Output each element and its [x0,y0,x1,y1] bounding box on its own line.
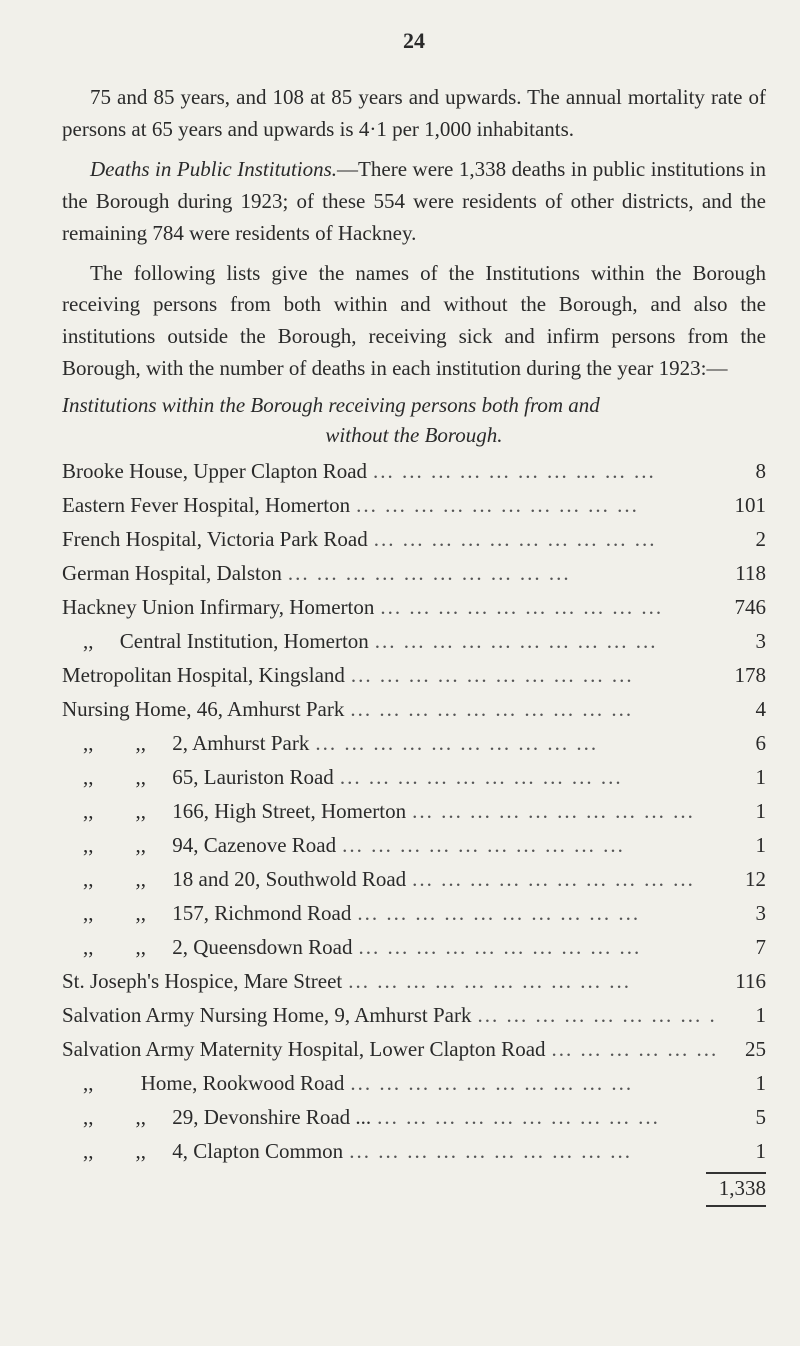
row-dots: ... ... ... ... ... ... ... ... ... ... [334,760,716,794]
row-dots: ... ... ... ... ... ... ... ... ... ... [371,1100,716,1134]
list-row: Salvation Army Nursing Home, 9, Amhurst … [62,998,766,1032]
list-row: Brooke House, Upper Clapton Road... ... … [62,454,766,488]
list-row: ,, ,, 2, Amhurst Park... ... ... ... ...… [62,726,766,760]
row-value: 1 [716,760,766,794]
row-dots: ... ... ... ... ... ... ... ... ... ... [374,590,716,624]
row-label: ,, Home, Rookwood Road [62,1066,344,1100]
row-dots: ... ... ... ... ... ... ... ... ... ... [351,896,716,930]
total-rule-bottom [706,1205,766,1207]
list-row: ,, ,, 157, Richmond Road... ... ... ... … [62,896,766,930]
row-label: Metropolitan Hospital, Kingsland [62,658,345,692]
institution-list: Brooke House, Upper Clapton Road... ... … [62,454,766,1168]
list-row: St. Joseph's Hospice, Mare Street... ...… [62,964,766,998]
row-dots: ... ... ... ... ... ... ... ... ... ... [344,692,716,726]
total-value: 1,338 [706,1176,766,1201]
row-label: ,, ,, 4, Clapton Common [62,1134,343,1168]
page-number: 24 [62,28,766,54]
list-row: Eastern Fever Hospital, Homerton... ... … [62,488,766,522]
row-value: 746 [716,590,766,624]
row-dots: ... ... ... ... ... ... ... ... ... ... [343,1134,716,1168]
list-row: ,, Home, Rookwood Road... ... ... ... ..… [62,1066,766,1100]
list-row: Salvation Army Maternity Hospital, Lower… [62,1032,766,1066]
row-value: 118 [716,556,766,590]
row-value: 4 [716,692,766,726]
row-dots: ... ... ... ... ... ... ... ... ... ... [406,794,716,828]
total-row: 1,338 [62,1176,766,1201]
list-row: Metropolitan Hospital, Kingsland... ... … [62,658,766,692]
row-dots: ... ... ... ... ... ... ... ... ... ... [350,488,716,522]
row-dots: ... ... ... ... ... ... ... ... ... ... [546,1032,716,1066]
row-value: 1 [716,828,766,862]
row-label: ,, ,, 2, Queensdown Road [62,930,352,964]
row-dots: ... ... ... ... ... ... ... ... ... ... [344,1066,716,1100]
row-label: Eastern Fever Hospital, Homerton [62,488,350,522]
row-value: 1 [716,998,766,1032]
row-label: ,, ,, 18 and 20, Southwold Road [62,862,406,896]
row-label: ,, Central Institution, Homerton [62,624,369,658]
row-label: ,, ,, 2, Amhurst Park [62,726,309,760]
row-dots: ... ... ... ... ... ... ... ... ... ... [309,726,716,760]
row-value: 178 [716,658,766,692]
list-row: Nursing Home, 46, Amhurst Park... ... ..… [62,692,766,726]
list-row: ,, ,, 2, Queensdown Road... ... ... ... … [62,930,766,964]
paragraph-2: Deaths in Public Institutions.—There wer… [62,154,766,250]
row-dots: ... ... ... ... ... ... ... ... ... ... [352,930,716,964]
row-value: 2 [716,522,766,556]
row-value: 1 [716,1066,766,1100]
row-value: 12 [716,862,766,896]
row-label: ,, ,, 29, Devonshire Road ... [62,1100,371,1134]
row-dots: ... ... ... ... ... ... ... ... ... ... [345,658,716,692]
list-row: French Hospital, Victoria Park Road... .… [62,522,766,556]
row-value: 3 [716,624,766,658]
list-row: ,, Central Institution, Homerton... ... … [62,624,766,658]
list-row: Hackney Union Infirmary, Homerton... ...… [62,590,766,624]
paragraph-1: 75 and 85 years, and 108 at 85 years and… [62,82,766,146]
row-label: ,, ,, 65, Lauriston Road [62,760,334,794]
row-value: 25 [716,1032,766,1066]
row-dots: ... ... ... ... ... ... ... ... ... ... [369,624,716,658]
row-label: Salvation Army Nursing Home, 9, Amhurst … [62,998,471,1032]
row-label: Brooke House, Upper Clapton Road [62,454,367,488]
row-dots: ... ... ... ... ... ... ... ... ... ... [368,522,716,556]
row-dots: ... ... ... ... ... ... ... ... ... ... [342,964,716,998]
list-row: ,, ,, 29, Devonshire Road ...... ... ...… [62,1100,766,1134]
row-label: ,, ,, 166, High Street, Homerton [62,794,406,828]
paragraph-3: The following lists give the names of th… [62,258,766,386]
list-row: German Hospital, Dalston... ... ... ... … [62,556,766,590]
row-value: 1 [716,1134,766,1168]
row-dots: ... ... ... ... ... ... ... ... ... ... [282,556,716,590]
list-row: ,, ,, 65, Lauriston Road... ... ... ... … [62,760,766,794]
row-dots: ... ... ... ... ... ... ... ... ... ... [336,828,716,862]
row-dots: ... ... ... ... ... ... ... ... ... ... [367,454,716,488]
subtitle-line-2: without the Borough. [62,423,766,448]
row-value: 116 [716,964,766,998]
row-value: 5 [716,1100,766,1134]
list-row: ,, ,, 4, Clapton Common... ... ... ... .… [62,1134,766,1168]
page-container: 24 75 and 85 years, and 108 at 85 years … [0,0,800,1346]
subtitle-line-1: Institutions within the Borough receivin… [62,393,766,418]
row-label: Hackney Union Infirmary, Homerton [62,590,374,624]
list-row: ,, ,, 18 and 20, Southwold Road... ... .… [62,862,766,896]
row-value: 1 [716,794,766,828]
list-row: ,, ,, 166, High Street, Homerton... ... … [62,794,766,828]
row-label: Nursing Home, 46, Amhurst Park [62,692,344,726]
row-value: 7 [716,930,766,964]
row-dots: ... ... ... ... ... ... ... ... ... ... [406,862,716,896]
row-label: ,, ,, 157, Richmond Road [62,896,351,930]
row-label: Salvation Army Maternity Hospital, Lower… [62,1032,546,1066]
row-label: French Hospital, Victoria Park Road [62,522,368,556]
paragraph-2-lead: Deaths in Public Institutions. [90,157,337,181]
row-dots: ... ... ... ... ... ... ... ... ... ... [471,998,716,1032]
row-value: 6 [716,726,766,760]
row-value: 3 [716,896,766,930]
total-rule-top [706,1172,766,1174]
row-label: German Hospital, Dalston [62,556,282,590]
list-row: ,, ,, 94, Cazenove Road... ... ... ... .… [62,828,766,862]
row-value: 101 [716,488,766,522]
row-label: St. Joseph's Hospice, Mare Street [62,964,342,998]
row-value: 8 [716,454,766,488]
row-label: ,, ,, 94, Cazenove Road [62,828,336,862]
